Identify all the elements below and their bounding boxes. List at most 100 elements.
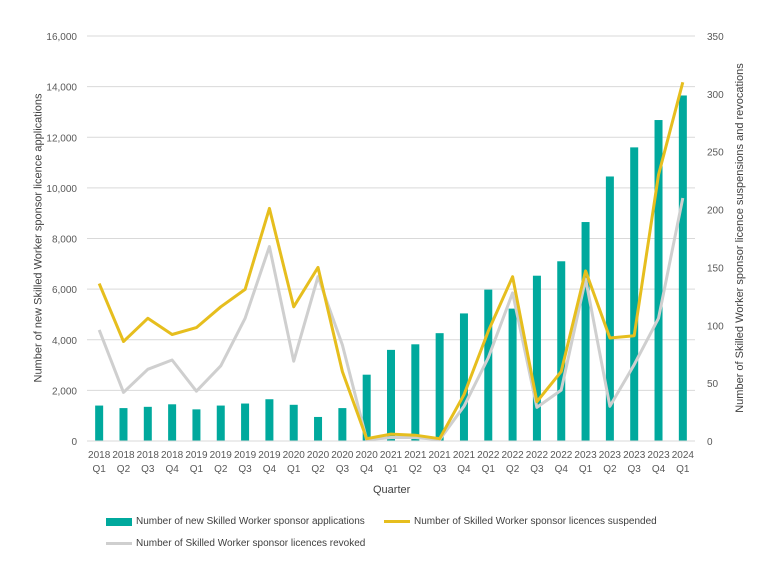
- x-tick-year: 2020: [331, 450, 354, 461]
- legend-item-suspended: Number of Skilled Worker sponsor licence…: [384, 516, 657, 527]
- x-tick-year: 2018: [88, 450, 111, 461]
- bar: [630, 147, 639, 441]
- line-series: [97, 81, 685, 442]
- x-axis-title: Quarter: [373, 484, 411, 496]
- y-left-tick-label: 14,000: [46, 83, 77, 94]
- x-tick-year: 2018: [161, 450, 184, 461]
- x-tick-quarter: Q4: [457, 464, 471, 475]
- legend-label-applications: Number of new Skilled Worker sponsor app…: [136, 516, 365, 527]
- legend-item-revoked: Number of Skilled Worker sponsor licence…: [106, 538, 365, 549]
- x-tick-year: 2023: [647, 450, 670, 461]
- legend-swatch-revoked: [106, 542, 132, 545]
- y-left-tick-label: 2,000: [52, 386, 77, 397]
- x-tick-year: 2022: [526, 450, 549, 461]
- bar: [654, 120, 663, 441]
- x-tick-year: 2022: [477, 450, 500, 461]
- x-tick-year: 2020: [307, 450, 330, 461]
- bar: [119, 408, 128, 441]
- x-tick-quarter: Q2: [311, 464, 325, 475]
- y-left-tick-label: 10,000: [46, 184, 77, 195]
- x-tick-quarter: Q4: [263, 464, 277, 475]
- bar: [678, 95, 687, 441]
- x-tick-year: 2024: [672, 450, 695, 461]
- line-revoked: [97, 197, 685, 442]
- x-tick-year: 2021: [453, 450, 476, 461]
- y-right-tick-label: 0: [707, 437, 713, 448]
- bar: [605, 176, 614, 441]
- x-tick-year: 2023: [574, 450, 597, 461]
- x-tick-quarter: Q1: [579, 464, 593, 475]
- bar: [192, 409, 201, 441]
- bar: [338, 408, 347, 441]
- x-tick-year: 2021: [404, 450, 427, 461]
- x-tick-quarter: Q3: [336, 464, 350, 475]
- x-tick-year: 2023: [623, 450, 646, 461]
- bar: [435, 333, 444, 441]
- gridlines: [87, 35, 695, 391]
- x-tick-quarter: Q3: [238, 464, 252, 475]
- y-right-tick-label: 200: [707, 206, 724, 217]
- x-tick-quarter: Q2: [214, 464, 228, 475]
- y-right-tick-label: 350: [707, 32, 724, 43]
- x-tick-quarter: Q3: [628, 464, 642, 475]
- x-tick-quarter: Q1: [384, 464, 398, 475]
- bar: [508, 308, 517, 441]
- bar: [484, 289, 493, 441]
- bar: [387, 349, 395, 441]
- y-left-tick-label: 8,000: [52, 235, 77, 246]
- x-tick-year: 2018: [137, 450, 160, 461]
- x-tick-quarter: Q2: [603, 464, 617, 475]
- y-left-tick-label: 12,000: [46, 133, 77, 144]
- y-axis-left-title: Number of new Skilled Worker sponsor lic…: [32, 93, 44, 383]
- bar: [581, 222, 590, 441]
- x-tick-year: 2019: [210, 450, 233, 461]
- x-tick-year: 2023: [599, 450, 622, 461]
- bar: [314, 416, 323, 441]
- x-tick-quarter: Q2: [409, 464, 423, 475]
- x-tick-quarter: Q4: [652, 464, 666, 475]
- bar: [143, 406, 152, 441]
- legend-item-applications: Number of new Skilled Worker sponsor app…: [106, 516, 365, 527]
- bar: [289, 404, 298, 441]
- x-tick-quarter: Q3: [433, 464, 447, 475]
- x-tick-year: 2022: [501, 450, 524, 461]
- y-right-tick-label: 100: [707, 321, 724, 332]
- y-left-tick-label: 4,000: [52, 336, 77, 347]
- x-tick-year: 2021: [380, 450, 403, 461]
- legend-swatch-applications: [106, 517, 132, 526]
- x-tick-quarter: Q4: [555, 464, 569, 475]
- x-tick-quarter: Q4: [165, 464, 179, 475]
- bar-series: [95, 95, 687, 441]
- x-tick-quarter: Q1: [92, 464, 106, 475]
- legend-label-suspended: Number of Skilled Worker sponsor licence…: [414, 516, 657, 527]
- x-tick-quarter: Q4: [360, 464, 374, 475]
- y-left-tick-label: 16,000: [46, 32, 77, 43]
- x-tick-year: 2021: [429, 450, 452, 461]
- x-tick-quarter: Q2: [506, 464, 520, 475]
- x-tick-year: 2020: [356, 450, 379, 461]
- x-tick-quarter: Q3: [530, 464, 544, 475]
- x-tick-year: 2022: [550, 450, 573, 461]
- x-tick-year: 2019: [234, 450, 257, 461]
- x-tick-year: 2019: [185, 450, 208, 461]
- bar: [95, 405, 104, 441]
- right-axis-ticks: 0 50 100 150 200 250 300 350: [707, 32, 724, 448]
- bar: [362, 374, 371, 441]
- y-right-tick-label: 50: [707, 379, 719, 390]
- x-axis-ticks: 2018 Q1 2018 Q2 2018 Q3 2018 Q4 2019 Q1 2019 Q2 2019…: [88, 450, 694, 475]
- bar: [459, 313, 468, 441]
- x-tick-quarter: Q1: [287, 464, 301, 475]
- bar: [411, 344, 420, 441]
- x-tick-quarter: Q3: [141, 464, 155, 475]
- x-tick-year: 2019: [258, 450, 281, 461]
- y-left-tick-label: 6,000: [52, 285, 77, 296]
- bar: [265, 399, 274, 441]
- legend-swatch-suspended: [384, 520, 410, 523]
- y-right-tick-label: 150: [707, 263, 724, 274]
- legend: Number of new Skilled Worker sponsor app…: [100, 514, 700, 554]
- bar: [532, 275, 541, 441]
- left-axis-ticks: 0 2,000 4,000 6,000 8,000 10,000 12,000 14,000 1…: [46, 32, 77, 448]
- y-left-tick-label: 0: [71, 437, 77, 448]
- x-tick-quarter: Q1: [482, 464, 496, 475]
